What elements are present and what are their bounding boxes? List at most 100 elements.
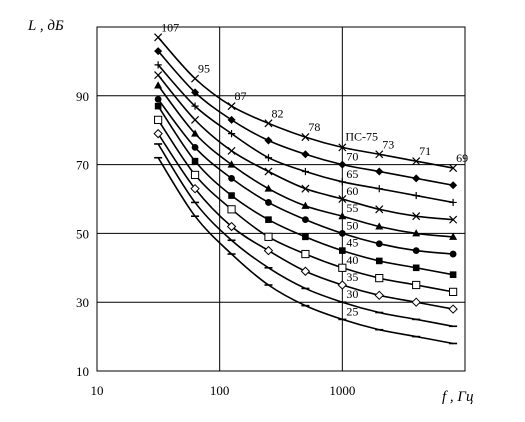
cross-marker: [338, 194, 347, 204]
cross-marker: [412, 157, 421, 166]
filled-circle-marker: [191, 144, 199, 151]
cross-marker: [191, 115, 200, 124]
plus-marker: [338, 178, 346, 186]
series-name-label: 40: [346, 253, 358, 267]
plus-marker: [154, 61, 162, 69]
filled-diamond-marker: [449, 181, 458, 190]
y-axis-ticks: 10 30 50 70 90: [76, 89, 89, 379]
filled-diamond-marker: [154, 47, 163, 56]
series-name-label: 25: [346, 304, 358, 318]
filled-diamond-marker: [227, 115, 236, 124]
curve-line: [157, 36, 454, 169]
filled-triangle-marker: [449, 232, 458, 240]
open-diamond-marker: [153, 128, 163, 139]
plus-marker: [264, 154, 273, 162]
point-label: 82: [271, 106, 283, 120]
filled-diamond-marker: [338, 160, 347, 169]
filled-diamond-marker: [375, 167, 384, 176]
filled-circle-marker: [228, 174, 235, 182]
open-square-marker: [449, 287, 458, 296]
open-diamond-marker: [190, 183, 200, 194]
series-name-label: 55: [346, 201, 358, 215]
filled-circle-marker: [449, 250, 457, 258]
filled-circle-marker: [154, 95, 162, 103]
y-tick-label: 30: [76, 295, 89, 310]
y-axis-label: L , дБ: [27, 18, 64, 34]
markers: [153, 33, 458, 345]
curve-line: [157, 84, 454, 238]
grid: [97, 27, 465, 371]
cross-marker: [375, 150, 384, 159]
cross-marker: [301, 184, 310, 193]
series-labels: 107 95 87 82 78 73 71 69 ПС-75 70 65 60 55 50 45 40 35 30…: [161, 20, 468, 318]
filled-circle-marker: [338, 230, 346, 237]
open-diamond-marker: [374, 290, 384, 301]
cross-marker: [154, 71, 163, 80]
series-name-label: ПС-75: [345, 129, 378, 143]
filled-triangle-marker: [264, 184, 273, 192]
point-label: 107: [161, 20, 179, 34]
filled-triangle-marker: [375, 222, 384, 230]
plus-marker: [375, 185, 383, 193]
y-tick-label: 90: [76, 89, 89, 104]
cross-marker: [154, 33, 163, 42]
cross-marker: [412, 212, 421, 221]
x-tick-label: 100: [210, 383, 230, 398]
filled-circle-marker: [265, 199, 272, 206]
point-label: 87: [235, 89, 247, 103]
filled-square-marker: [339, 247, 346, 254]
point-label: 95: [198, 62, 210, 76]
y-tick-label: 70: [76, 158, 89, 173]
series-name-label: 60: [346, 184, 358, 198]
open-diamond-marker: [226, 221, 237, 232]
cross-marker: [375, 205, 384, 214]
filled-triangle-marker: [154, 81, 163, 89]
filled-triangle-marker: [338, 212, 347, 220]
plus-marker: [191, 102, 199, 110]
series-name-label: 30: [346, 287, 358, 301]
filled-circle-marker: [302, 216, 309, 224]
filled-circle-marker: [375, 240, 383, 248]
open-square-marker: [412, 280, 421, 290]
filled-triangle-marker: [412, 229, 421, 237]
cross-marker: [264, 167, 273, 176]
filled-square-marker: [154, 102, 162, 110]
point-label: 71: [419, 144, 431, 158]
filled-diamond-marker: [191, 88, 200, 97]
open-diamond-marker: [448, 304, 458, 314]
open-diamond-marker: [263, 245, 274, 256]
series-name-label: 70: [346, 150, 358, 164]
cross-marker: [449, 215, 458, 224]
x-tick-label: 10: [91, 383, 104, 398]
filled-square-marker: [449, 271, 457, 278]
cross-marker: [191, 74, 200, 83]
filled-diamond-marker: [301, 150, 310, 159]
cross-marker: [338, 143, 347, 152]
filled-square-marker: [228, 192, 235, 199]
open-square-marker: [227, 205, 236, 214]
point-label: 73: [382, 137, 394, 151]
filled-diamond-marker: [264, 136, 273, 145]
series-name-label: 50: [346, 218, 358, 232]
filled-square-marker: [191, 157, 199, 165]
filled-square-marker: [412, 264, 420, 272]
filled-square-marker: [375, 257, 383, 265]
point-label: 78: [308, 120, 320, 134]
y-tick-label: 10: [76, 364, 89, 379]
cross-marker: [301, 133, 310, 142]
open-square-marker: [154, 115, 163, 124]
filled-triangle-marker: [301, 201, 310, 209]
plot-frame: [96, 26, 466, 372]
open-square-marker: [375, 274, 384, 283]
series-name-label: 45: [346, 236, 358, 250]
open-diamond-marker: [337, 280, 348, 290]
filled-triangle-marker: [191, 129, 200, 137]
curves: [157, 36, 454, 345]
x-tick-label: 1000: [329, 383, 355, 398]
cross-marker: [449, 164, 458, 173]
open-diamond-marker: [300, 266, 311, 276]
series-name-label: 35: [346, 270, 358, 284]
point-label: 69: [456, 151, 468, 165]
filled-square-marker: [265, 216, 272, 223]
